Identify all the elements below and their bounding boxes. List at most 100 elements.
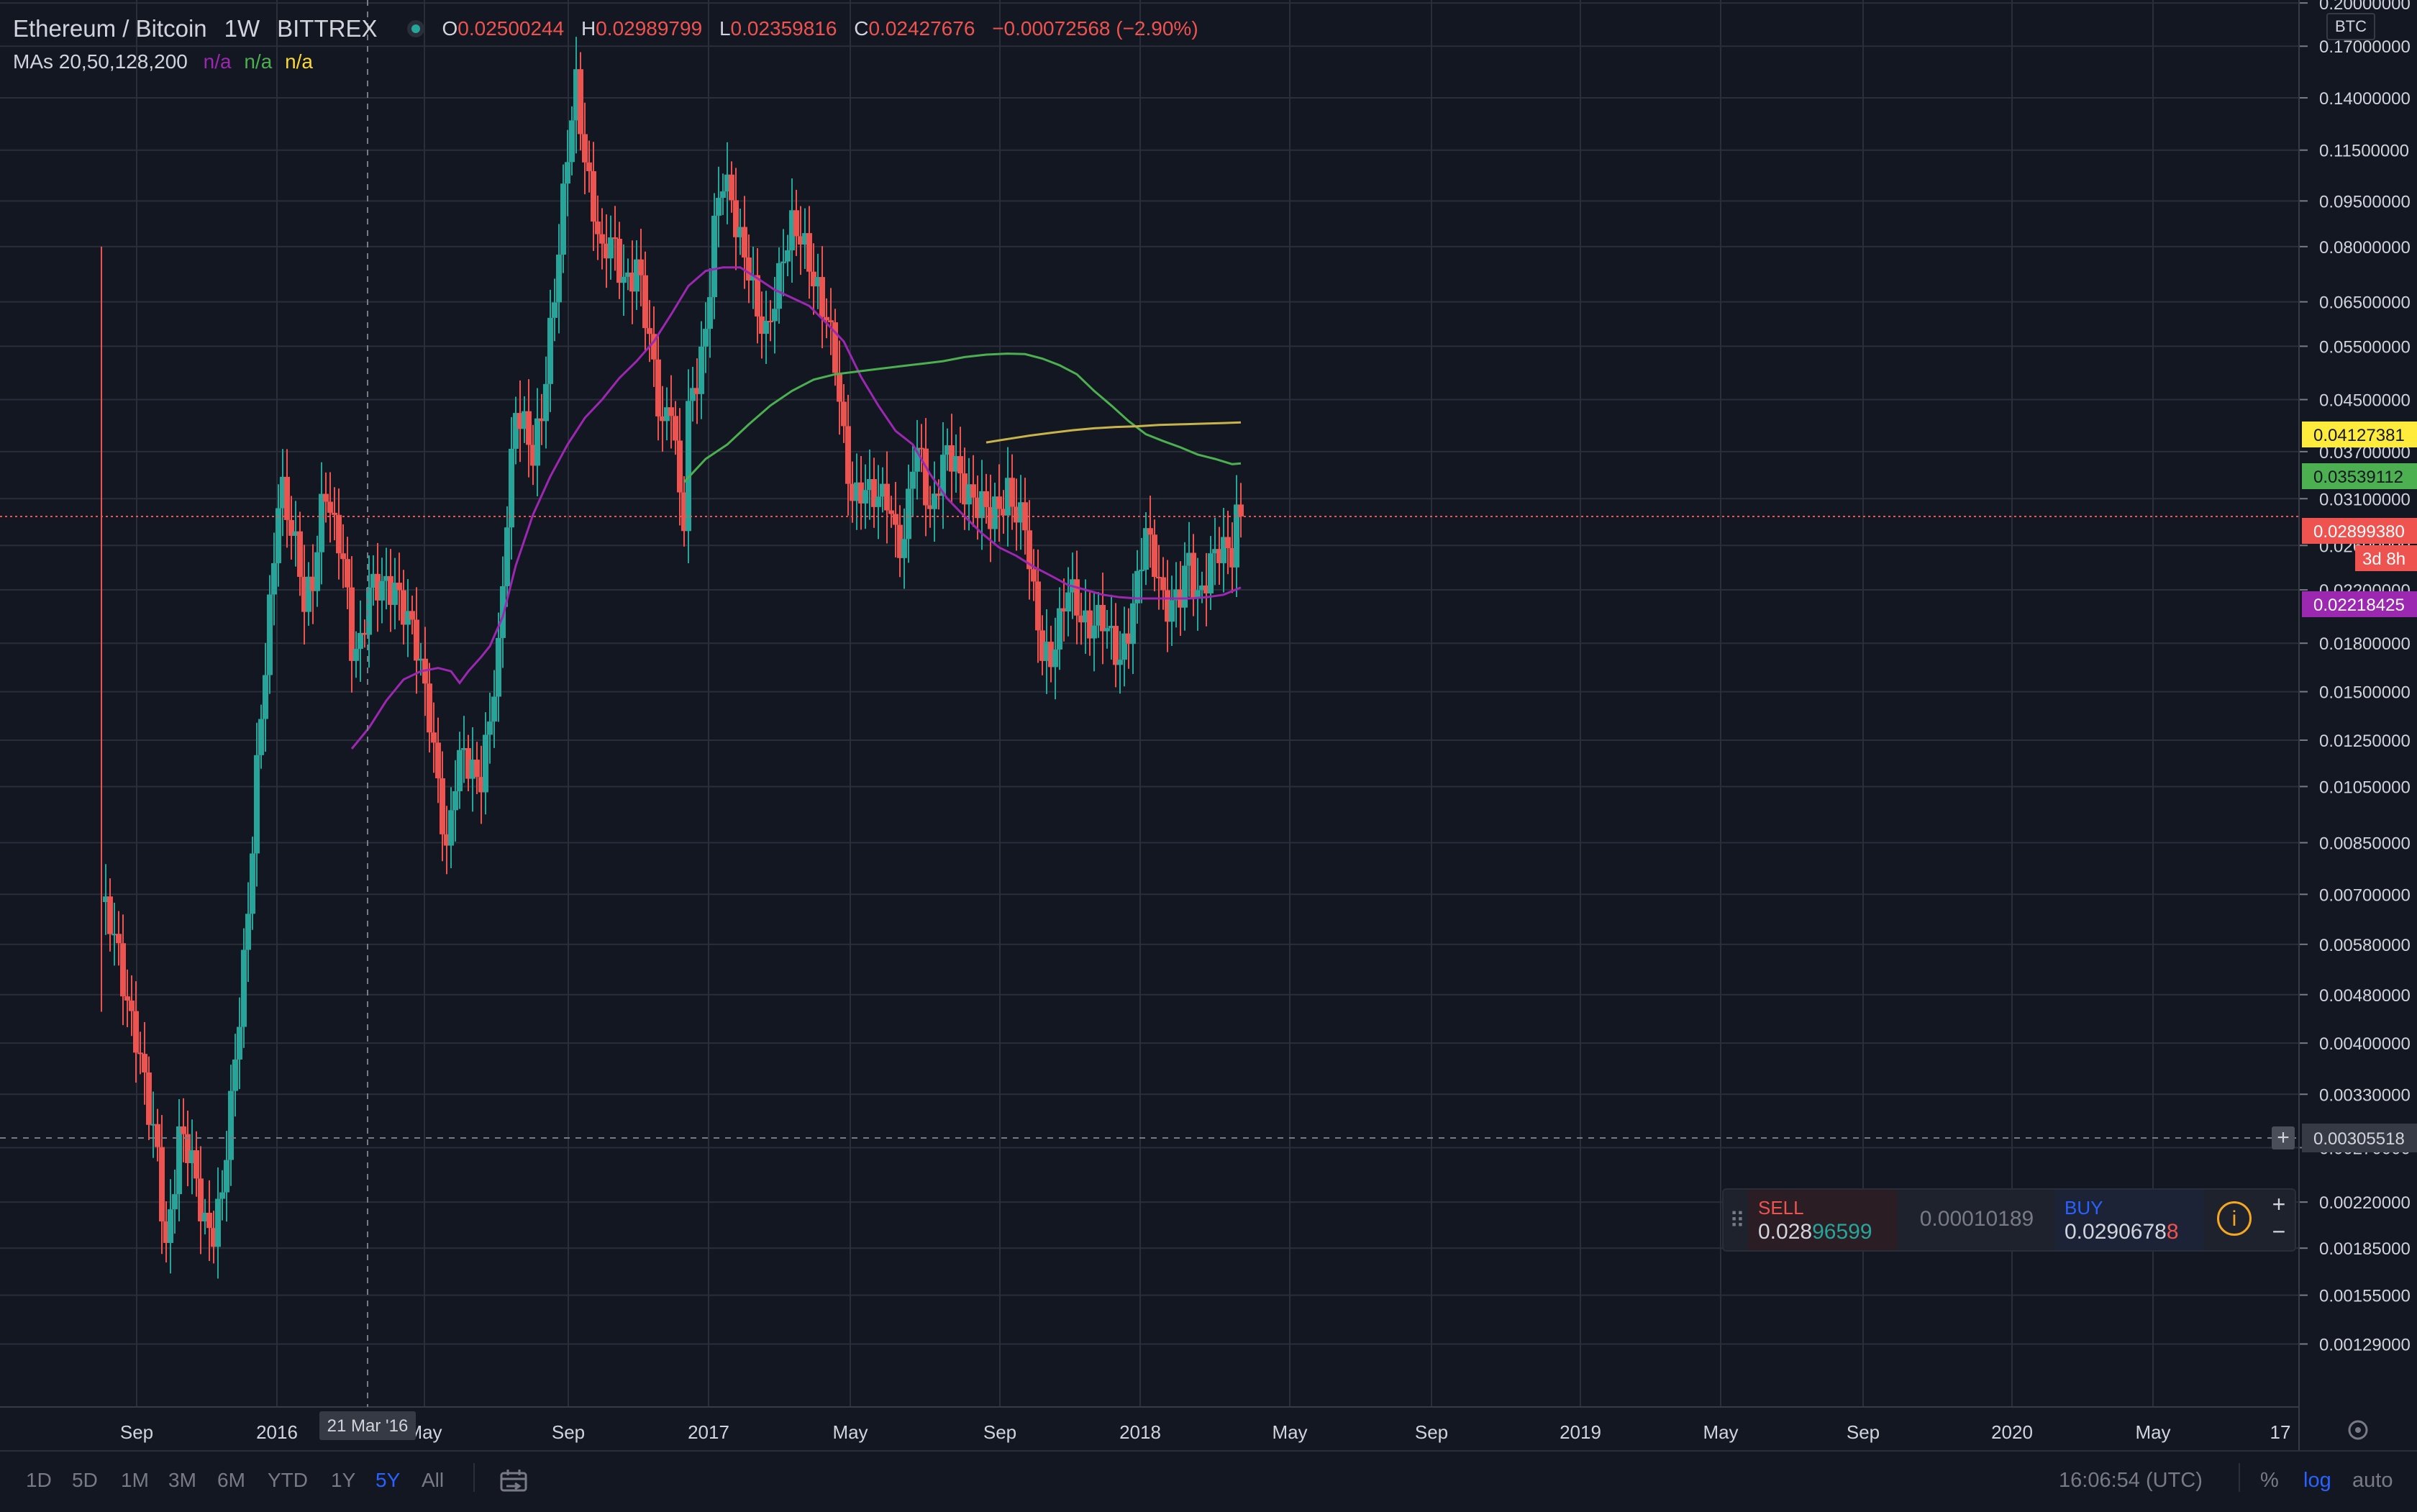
range-ytd[interactable]: YTD bbox=[268, 1469, 308, 1491]
buy-price: 0.02906788 bbox=[2065, 1220, 2179, 1244]
quantity-plus-button[interactable]: + bbox=[2272, 1191, 2286, 1217]
candle bbox=[370, 555, 376, 606]
candle bbox=[103, 864, 109, 935]
x-tick-label: Sep bbox=[1847, 1421, 1880, 1443]
candle bbox=[522, 396, 527, 443]
candle bbox=[276, 484, 281, 587]
candle bbox=[560, 164, 566, 273]
candle bbox=[992, 483, 998, 542]
auto-scale-toggle[interactable]: auto bbox=[2352, 1469, 2393, 1492]
range-1m[interactable]: 1M bbox=[121, 1469, 149, 1491]
candle bbox=[155, 1108, 160, 1162]
date-range-icon[interactable] bbox=[499, 1469, 528, 1498]
candle bbox=[815, 253, 821, 309]
candle bbox=[1065, 567, 1071, 637]
range-all[interactable]: All bbox=[422, 1469, 445, 1491]
candle bbox=[323, 472, 329, 523]
candle bbox=[379, 557, 385, 624]
candle bbox=[487, 693, 493, 764]
quantity-minus-button[interactable]: − bbox=[2272, 1219, 2286, 1244]
candle bbox=[1044, 609, 1050, 694]
candle bbox=[582, 102, 588, 195]
plus-icon[interactable]: + bbox=[2277, 1126, 2290, 1149]
candle bbox=[595, 195, 601, 260]
range-5d[interactable]: 5D bbox=[72, 1469, 98, 1491]
buy-button[interactable]: BUY 0.02906788 bbox=[2054, 1190, 2204, 1250]
candle bbox=[625, 258, 631, 291]
candle bbox=[1225, 511, 1231, 575]
range-6m[interactable]: 6M bbox=[217, 1469, 245, 1491]
y-tick-label: 0.11500000 bbox=[2319, 142, 2409, 161]
sell-button[interactable]: SELL 0.02896599 bbox=[1748, 1190, 1898, 1250]
candle bbox=[435, 717, 441, 803]
moving-average-line bbox=[986, 421, 1242, 444]
price-axis-label: 0.03539112 bbox=[2313, 468, 2403, 487]
candle bbox=[802, 208, 808, 269]
y-tick-label: 0.14000000 bbox=[2319, 89, 2411, 109]
crosshair-date-label: 21 Mar '16 bbox=[327, 1416, 409, 1436]
candle bbox=[1216, 527, 1222, 585]
candle bbox=[194, 1131, 199, 1197]
candle bbox=[1031, 549, 1037, 601]
candle bbox=[642, 251, 648, 352]
log-scale-toggle[interactable]: log bbox=[2303, 1469, 2331, 1492]
candle bbox=[707, 268, 713, 358]
settings-gear-icon-center bbox=[2355, 1427, 2361, 1433]
change-value: −0.00072568 (−2.90%) bbox=[992, 17, 1198, 40]
y-tick-label: 0.01250000 bbox=[2319, 732, 2411, 751]
moving-averages-legend[interactable]: MAs 20,50,128,200 n/a n/a n/a bbox=[13, 50, 313, 73]
candle bbox=[673, 401, 678, 455]
candle bbox=[724, 142, 730, 224]
candle bbox=[111, 903, 117, 966]
candle bbox=[819, 246, 825, 349]
price-axis-label: 0.04127381 bbox=[2313, 426, 2405, 445]
y-tick-label: 0.00330000 bbox=[2319, 1085, 2411, 1105]
candle bbox=[858, 456, 864, 530]
candle bbox=[133, 981, 139, 1083]
candle bbox=[1009, 454, 1015, 530]
x-tick-label: May bbox=[1703, 1421, 1738, 1443]
candle bbox=[655, 334, 661, 441]
clock-time[interactable]: 16:06:54 (UTC) bbox=[2059, 1469, 2203, 1492]
drag-handle-icon[interactable]: ⠿ bbox=[1729, 1209, 1745, 1233]
candle bbox=[970, 455, 976, 527]
candle bbox=[332, 487, 337, 541]
candle bbox=[129, 975, 135, 1037]
candle bbox=[1074, 550, 1080, 645]
range-1d[interactable]: 1D bbox=[26, 1469, 52, 1491]
range-5y[interactable]: 5Y bbox=[375, 1469, 401, 1491]
percent-scale-toggle[interactable]: % bbox=[2260, 1469, 2279, 1492]
candle bbox=[176, 1098, 182, 1222]
symbol-title[interactable]: Ethereum / Bitcoin bbox=[13, 15, 207, 42]
range-3m[interactable]: 3M bbox=[168, 1469, 196, 1491]
y-tick-label: 0.20000000 bbox=[2319, 0, 2411, 14]
info-icon[interactable]: i bbox=[2217, 1201, 2252, 1236]
x-tick-label: 2019 bbox=[1560, 1421, 1601, 1443]
y-tick-label: 0.09500000 bbox=[2319, 192, 2411, 211]
moving-average-line bbox=[350, 266, 1242, 750]
candle bbox=[219, 1170, 225, 1221]
candle bbox=[319, 462, 324, 585]
candle bbox=[301, 545, 307, 645]
candle bbox=[746, 234, 752, 304]
candle bbox=[1113, 603, 1119, 688]
add-alert-button[interactable] bbox=[2272, 1126, 2295, 1149]
candle bbox=[215, 1167, 221, 1279]
candle bbox=[1234, 475, 1239, 597]
candle bbox=[806, 206, 812, 299]
candle bbox=[638, 229, 644, 306]
candle bbox=[862, 464, 868, 529]
interval-label[interactable]: 1W bbox=[224, 15, 260, 42]
candle bbox=[681, 475, 687, 547]
y-tick-label: 0.05500000 bbox=[2319, 337, 2411, 357]
moving-average-line bbox=[683, 352, 1242, 483]
candle bbox=[1039, 615, 1045, 675]
candle bbox=[1052, 617, 1058, 700]
price-axis-label-box bbox=[2302, 463, 2417, 489]
settings-gear-icon[interactable] bbox=[2348, 1420, 2368, 1440]
price-chart[interactable]: 0.20000000 0.17000000 0.14000000 0.11500000… bbox=[0, 0, 2417, 1450]
range-1y[interactable]: 1Y bbox=[331, 1469, 356, 1491]
candle bbox=[431, 702, 437, 773]
candle bbox=[150, 1091, 156, 1158]
x-tick-label: 17 bbox=[2270, 1421, 2291, 1443]
